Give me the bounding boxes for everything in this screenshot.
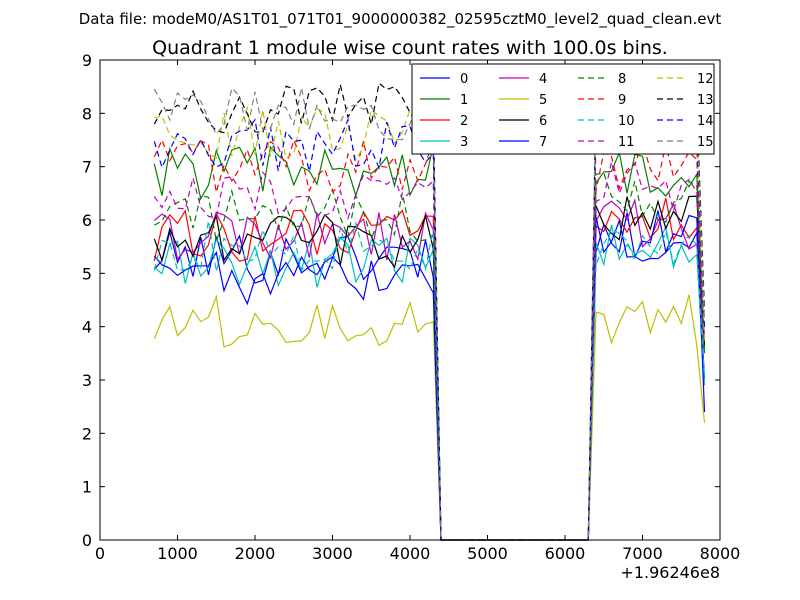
series-line-0 [153,212,706,541]
legend-label-10: 10 [618,114,635,129]
y-tick-label: 1 [82,478,92,497]
y-tick-label: 4 [82,318,92,337]
legend-label-11: 11 [618,135,635,150]
y-tick-label: 7 [82,158,92,177]
x-tick-label: 7000 [622,544,663,563]
x-tick-label: 6000 [545,544,586,563]
series-line-2 [153,198,706,541]
y-tick-label: 2 [82,424,92,443]
legend-label-12: 12 [697,72,714,87]
legend-label-14: 14 [697,114,714,129]
y-tick-label: 6 [82,211,92,230]
x-tick-label: 1000 [157,544,198,563]
legend-label-4: 4 [539,72,547,87]
y-tick-label: 0 [82,531,92,550]
series-line-5 [153,294,706,541]
y-tick-label: 8 [82,104,92,123]
series-line-8 [154,172,706,541]
legend-label-1: 1 [460,93,468,108]
x-tick-label: 5000 [467,544,508,563]
figure-suptitle: Data file: modeM0/AS1T01_071T01_90000003… [79,10,722,29]
legend-label-6: 6 [539,114,547,129]
series-line-10 [153,220,706,541]
series-line-6 [153,195,706,541]
y-tick-label: 9 [82,51,92,70]
y-tick-label: 3 [82,371,92,390]
legend-label-5: 5 [539,93,547,108]
legend-label-9: 9 [618,93,626,108]
x-tick-label: 8000 [700,544,741,563]
series-line-9 [153,138,706,541]
legend-label-3: 3 [460,135,468,150]
series-layer [153,68,706,541]
legend-label-7: 7 [539,135,547,150]
legend-label-2: 2 [460,114,468,129]
series-line-11 [153,161,706,541]
chart-title: Quadrant 1 module wise count rates with … [152,37,668,59]
legend-label-15: 15 [697,135,714,150]
axes-layer: 0 1000 2000 3000 4000 5000 6000 7000 80000123456… [82,51,741,563]
x-offset-label: +1.96246e8 [620,563,720,582]
legend-label-0: 0 [460,72,468,87]
legend-label-8: 8 [618,72,626,87]
x-tick-label: 2000 [235,544,276,563]
legend-label-13: 13 [697,93,714,108]
x-tick-label: 0 [95,544,105,563]
x-tick-label: 4000 [390,544,431,563]
x-tick-label: 3000 [312,544,353,563]
y-tick-label: 5 [82,264,92,283]
series-line-4 [153,198,706,541]
legend-frame [411,63,715,155]
